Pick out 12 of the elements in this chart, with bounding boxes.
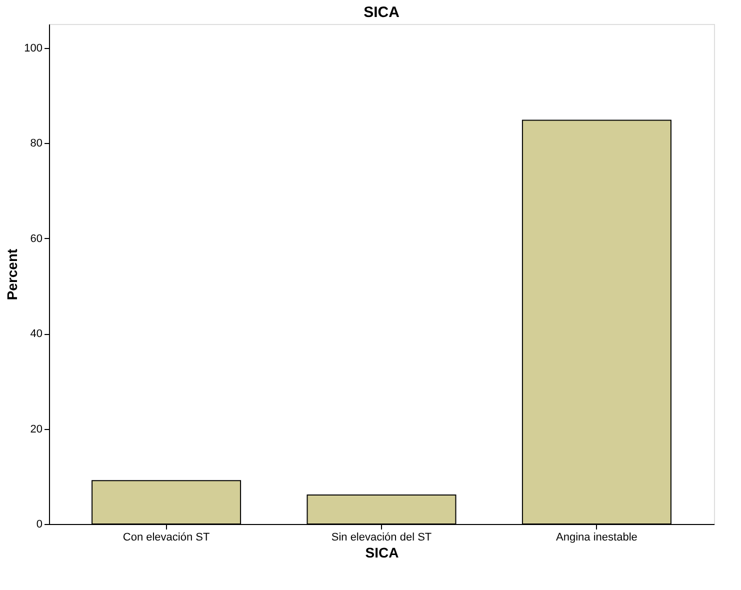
y-tick-label: 100 <box>24 42 42 54</box>
x-tick-label: Con elevación ST <box>122 532 210 544</box>
y-tick-label: 40 <box>30 328 42 340</box>
chart-title: SICA <box>364 4 400 21</box>
y-axis-title: Percent <box>4 248 20 300</box>
y-tick-label: 20 <box>30 423 42 436</box>
x-tick-label: Sin elevación del ST <box>331 532 432 544</box>
x-tick-label: Angina inestable <box>556 532 638 544</box>
x-axis-title: SICA <box>365 544 399 560</box>
y-tick-label: 60 <box>30 232 42 245</box>
y-tick-label: 80 <box>30 138 42 150</box>
y-tick-label: 0 <box>36 518 42 530</box>
